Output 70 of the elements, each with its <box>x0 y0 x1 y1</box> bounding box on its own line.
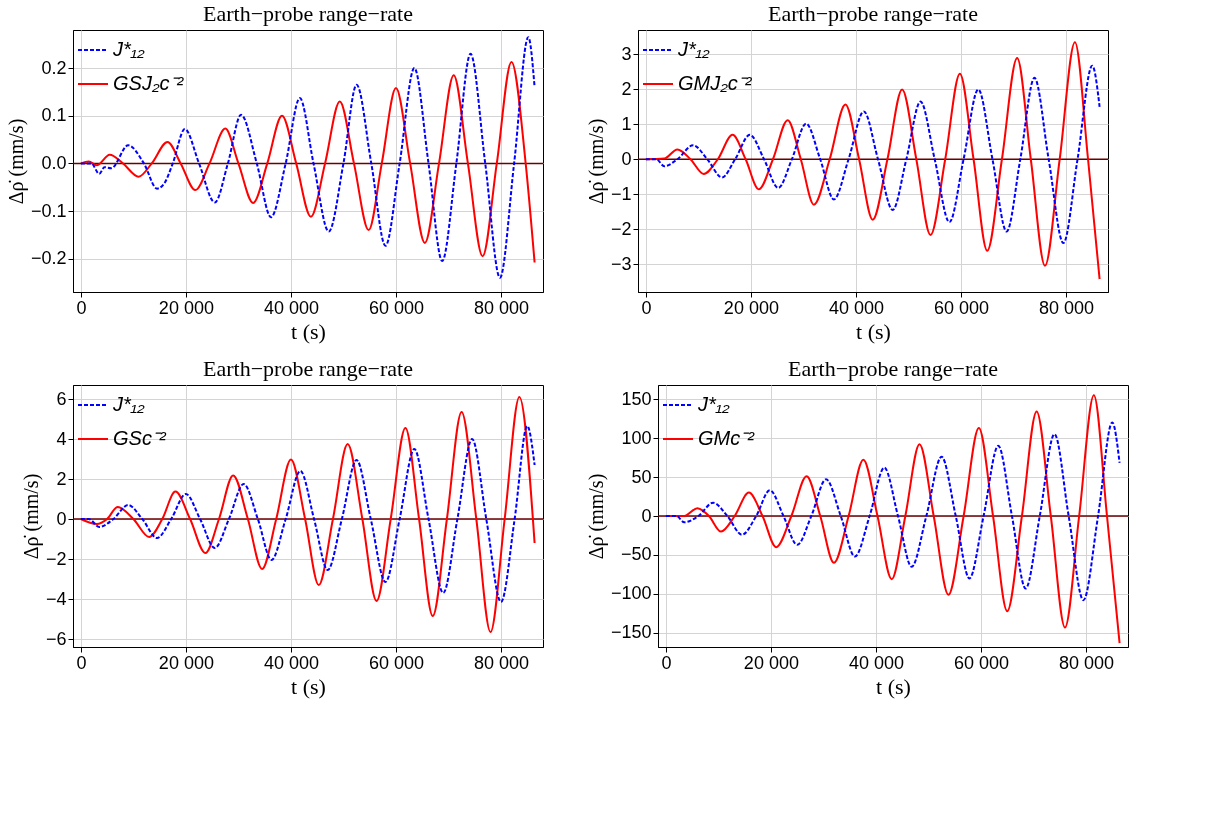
x-tick-label: 80 000 <box>1038 297 1095 318</box>
y-tick-label: 3 <box>621 43 632 64</box>
x-tick-label: 20 000 <box>743 652 799 673</box>
y-axis-title: Δρ̇ (mm/s) <box>19 473 43 560</box>
y-tick-label: 0.2 <box>41 57 67 78</box>
x-tick-label: 20 000 <box>158 652 214 673</box>
legend-label: J*₁₂ <box>697 393 731 415</box>
x-tick-label: 60 000 <box>368 297 424 318</box>
y-tick-label: 4 <box>56 428 67 449</box>
legend-label: J*₁₂ <box>112 38 146 60</box>
x-tick-label: 40 000 <box>263 297 319 318</box>
y-tick-label: 6 <box>56 388 67 409</box>
y-tick-label: 150 <box>621 388 652 409</box>
x-tick-label: 80 000 <box>473 652 530 673</box>
x-tick-label: 20 000 <box>723 297 779 318</box>
x-tick-label: 60 000 <box>933 297 989 318</box>
chart-title: Earth−probe range−rate <box>788 356 998 381</box>
y-tick-label: −100 <box>610 583 652 604</box>
x-tick-label: 40 000 <box>848 652 904 673</box>
x-axis-title: t (s) <box>291 673 326 699</box>
x-tick-label: 20 000 <box>158 297 214 318</box>
chart-title: Earth−probe range−rate <box>203 356 413 381</box>
y-tick-label: 0.1 <box>41 105 67 126</box>
x-tick-label: 40 000 <box>263 652 319 673</box>
chart-title: Earth−probe range−rate <box>203 1 413 26</box>
y-axis-title: Δρ̇ (mm/s) <box>584 473 608 560</box>
y-tick-label: −2 <box>45 548 67 569</box>
y-tick-label: 2 <box>621 78 632 99</box>
chart-title: Earth−probe range−rate <box>768 1 978 26</box>
line-series <box>79 36 536 279</box>
y-tick-label: −4 <box>45 588 67 609</box>
line-series <box>79 396 536 633</box>
x-tick-label: 80 000 <box>473 297 530 318</box>
x-tick-label: 0 <box>76 652 87 673</box>
y-axis-title: Δρ̇ (mm/s) <box>584 118 608 205</box>
x-tick-label: 0 <box>76 297 87 318</box>
x-tick-label: 60 000 <box>368 652 424 673</box>
x-tick-label: 40 000 <box>828 297 884 318</box>
legend-label: GMJ₂c⁻² <box>678 72 753 94</box>
y-tick-label: −6 <box>45 628 67 649</box>
y-tick-label: −2 <box>610 218 632 239</box>
y-axis-title: Δρ̇ (mm/s) <box>4 118 28 205</box>
legend-label: GMc⁻² <box>698 427 756 449</box>
y-tick-label: 50 <box>631 466 652 487</box>
y-tick-label: 100 <box>621 427 652 448</box>
y-tick-label: 0 <box>621 148 632 169</box>
y-tick-label: −0.1 <box>30 200 67 221</box>
y-tick-label: 0.0 <box>41 152 67 173</box>
x-tick-label: 80 000 <box>1058 652 1115 673</box>
legend-label: GSJ₂c⁻² <box>113 72 185 94</box>
y-tick-label: −50 <box>620 544 652 565</box>
y-tick-label: 2 <box>56 468 67 489</box>
y-tick-label: 0 <box>641 505 652 526</box>
y-tick-label: 0 <box>56 508 67 529</box>
x-axis-title: t (s) <box>856 318 891 344</box>
legend-label: J*₁₂ <box>677 38 711 60</box>
x-axis-title: t (s) <box>291 318 326 344</box>
y-tick-label: −3 <box>610 253 632 274</box>
y-tick-label: −1 <box>610 183 632 204</box>
y-tick-label: −150 <box>610 622 652 643</box>
line-series <box>664 421 1121 602</box>
line-series <box>79 425 536 603</box>
x-axis-title: t (s) <box>876 673 911 699</box>
legend-label: GSc⁻² <box>113 427 167 449</box>
legend-label: J*₁₂ <box>112 393 146 415</box>
y-tick-label: −0.2 <box>30 248 67 269</box>
line-series <box>644 64 1101 245</box>
x-tick-label: 60 000 <box>953 652 1009 673</box>
x-tick-label: 0 <box>661 652 672 673</box>
y-tick-label: 1 <box>621 113 632 134</box>
